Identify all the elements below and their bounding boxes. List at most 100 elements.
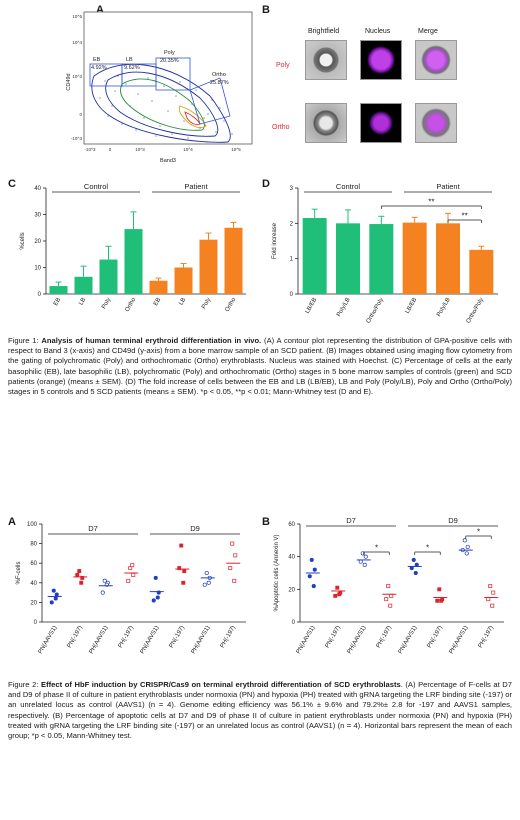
data-point (206, 580, 211, 585)
col-label-merge: Merge (418, 28, 438, 35)
figure2-caption-prefix: Figure 2: (8, 680, 42, 689)
data-point (413, 570, 418, 576)
bar (369, 224, 394, 294)
bar (402, 222, 427, 294)
gate-eb-pct: 4.92% (91, 65, 107, 71)
fig2-panel-b-letter: B (262, 516, 270, 528)
x-tick-label: PN(-197) (67, 625, 84, 649)
data-point (435, 598, 440, 603)
bar (124, 229, 143, 294)
x-tick-label: PH(AAVS1) (449, 625, 470, 655)
fig1a-xtick: 0 (109, 147, 112, 152)
group-label: Control (84, 182, 109, 191)
x-tick-label: PN(-197) (169, 625, 186, 649)
y-axis-label: %cells (20, 232, 26, 249)
x-tick-label: PH(-197) (220, 625, 237, 649)
data-point (51, 588, 56, 593)
fig2a-scatter-chart: 0 20 40 60 80 100 %F-cells PN(AAVS1) PN(-197) PH(… (16, 522, 246, 655)
data-point (386, 584, 391, 589)
x-tick-label: PH(AAVS1) (191, 625, 212, 655)
gate-eb-name: EB (93, 57, 101, 63)
x-tick-label: LB (78, 297, 87, 306)
fig1-panel-c-letter: C (8, 178, 16, 190)
poly-nucleus-image (360, 40, 402, 80)
bar (469, 249, 494, 294)
data-point (179, 543, 184, 548)
gate-poly-pct: 20.35% (160, 58, 179, 64)
figure2-caption: Figure 2: Effect of HbF induction by CRI… (8, 680, 512, 741)
x-tick-label: PN(-197) (325, 625, 342, 649)
data-point (462, 538, 467, 543)
data-point (363, 554, 368, 559)
y-tick-label: 0 (292, 620, 296, 626)
data-point (490, 603, 495, 608)
fig1a-xlabel: Band3 (160, 158, 176, 164)
fig1c-bar-chart: 0 10 20 30 40 %cells EB LB Poly Ortho EB LB Poly Orth… (20, 182, 246, 313)
data-point (311, 584, 316, 589)
x-tick-label: PN(AAVS1) (38, 625, 59, 655)
x-tick-label: PH(AAVS1) (347, 625, 368, 655)
data-point (131, 573, 136, 577)
poly-brightfield-image (305, 40, 347, 80)
data-point (77, 569, 82, 573)
y-tick-label: 0 (38, 292, 42, 298)
y-tick-label: 40 (34, 186, 41, 192)
data-point (153, 575, 158, 580)
fig1a-ytick: -10^3 (71, 136, 83, 141)
fig1a-xtick: -10^3 (84, 147, 96, 152)
x-tick-label: Poly/LB (436, 297, 452, 318)
data-point (309, 557, 314, 562)
col-label-nucleus: Nucleus (365, 28, 391, 35)
y-tick-label: 1 (290, 257, 294, 263)
bar (436, 223, 460, 294)
x-tick-label: LB (178, 297, 187, 306)
figure1-caption-title: Analysis of human terminal erythroid dif… (41, 336, 262, 345)
poly-merge-image (415, 40, 457, 80)
data-point (486, 597, 491, 602)
data-point (155, 595, 160, 600)
data-point (388, 603, 393, 608)
bar (224, 227, 243, 294)
x-tick-label: PH(-197) (118, 625, 135, 649)
figure1-caption-body: (A) A contour plot representing the dist… (8, 336, 513, 397)
fig1a-xtick: 10^4 (183, 147, 193, 152)
data-point (126, 578, 131, 583)
y-tick-label: 20 (34, 239, 41, 245)
group-label: D9 (448, 516, 458, 525)
y-tick-label: 100 (27, 522, 38, 528)
fig1a-ylabel: CD49d (66, 73, 72, 90)
data-point (337, 592, 342, 597)
fig1a-xtick: 10^3 (135, 147, 145, 152)
gate-ortho-pct: 25.87% (210, 80, 229, 86)
x-tick-label: Ortho/Poly (366, 297, 385, 325)
x-tick-label: PH(-197) (376, 625, 393, 649)
data-point (312, 567, 317, 572)
data-point (465, 544, 470, 549)
y-axis-label: %F-cells (16, 561, 22, 584)
x-tick-label: PN(AAVS1) (296, 625, 317, 655)
data-point (228, 566, 233, 571)
data-point (151, 598, 156, 603)
data-point (128, 566, 133, 571)
sig-label: * (477, 528, 480, 537)
group-label: Patient (184, 182, 208, 191)
fig1a-xticks: -10^3 0 10^3 10^4 10^5 (84, 147, 241, 152)
flow-gates (89, 57, 231, 125)
fig2-panel-a-letter: A (8, 516, 16, 528)
data-point (181, 580, 186, 585)
x-tick-label: Ortho (225, 296, 238, 313)
y-tick-label: 3 (290, 186, 294, 192)
bar (336, 223, 360, 294)
data-point (335, 585, 340, 590)
ortho-nucleus-image (360, 103, 402, 143)
data-point (202, 582, 207, 587)
data-point (80, 575, 85, 580)
data-point (389, 593, 394, 598)
row-label-poly: Poly (276, 62, 290, 69)
y-tick-label: 0 (34, 620, 38, 626)
data-point (488, 584, 493, 589)
bar (149, 280, 168, 294)
gate-labels: EB 4.92% LB 9.62% Poly 20.35% Ortho 25.8… (91, 50, 229, 86)
data-point (230, 541, 235, 546)
x-tick-label: PH(AAVS1) (89, 625, 110, 655)
